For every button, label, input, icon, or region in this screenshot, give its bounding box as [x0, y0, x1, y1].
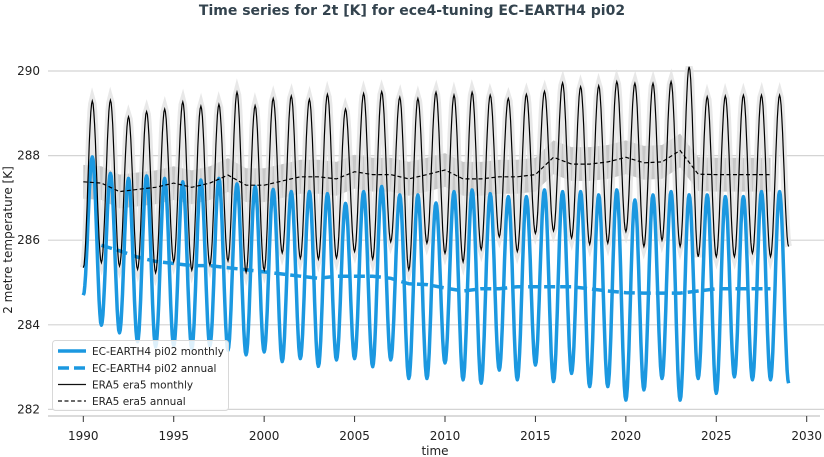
y-tick-label: 288 — [17, 149, 40, 163]
chart-title: Time series for 2t [K] for ece4-tuning E… — [199, 3, 625, 19]
legend-box — [52, 340, 229, 411]
x-tick-label: 2005 — [339, 429, 370, 443]
x-tick-label: 2020 — [611, 429, 642, 443]
series-era5-annual — [83, 149, 771, 193]
series-ec-earth-monthly — [81, 155, 791, 402]
legend-label-ec-monthly: EC-EARTH4 pi02 monthly — [92, 346, 224, 358]
y-tick-label: 290 — [17, 64, 40, 78]
series-era5-monthly — [82, 66, 790, 276]
legend-label-era5-annual: ERA5 era5 annual — [92, 396, 186, 408]
y-axis-label: 2 metre temperature [K] — [1, 166, 15, 314]
x-tick-label: 2015 — [520, 429, 551, 443]
y-tick-label: 286 — [17, 233, 40, 247]
x-tick-label: 2000 — [249, 429, 280, 443]
x-tick-label: 2030 — [791, 429, 822, 443]
y-ticks: 282 284 286 288 290 — [17, 64, 40, 416]
legend: EC-EARTH4 pi02 monthly EC-EARTH4 pi02 an… — [52, 340, 229, 411]
legend-label-era5-monthly: ERA5 era5 monthly — [92, 380, 193, 392]
x-tick-label: 2025 — [701, 429, 732, 443]
legend-label-ec-annual: EC-EARTH4 pi02 annual — [92, 363, 216, 375]
plot-area — [79, 65, 792, 402]
x-ticks: 1990 1995 2000 2005 2010 2015 2020 2025 2030 — [68, 416, 822, 443]
x-tick-label: 1995 — [158, 429, 189, 443]
series-ec-earth-annual — [100, 243, 771, 295]
y-tick-label: 284 — [17, 318, 40, 332]
x-tick-label: 2010 — [430, 429, 461, 443]
y-tick-label: 282 — [17, 402, 40, 416]
x-axis-label: time — [421, 444, 448, 457]
x-tick-label: 1990 — [68, 429, 99, 443]
